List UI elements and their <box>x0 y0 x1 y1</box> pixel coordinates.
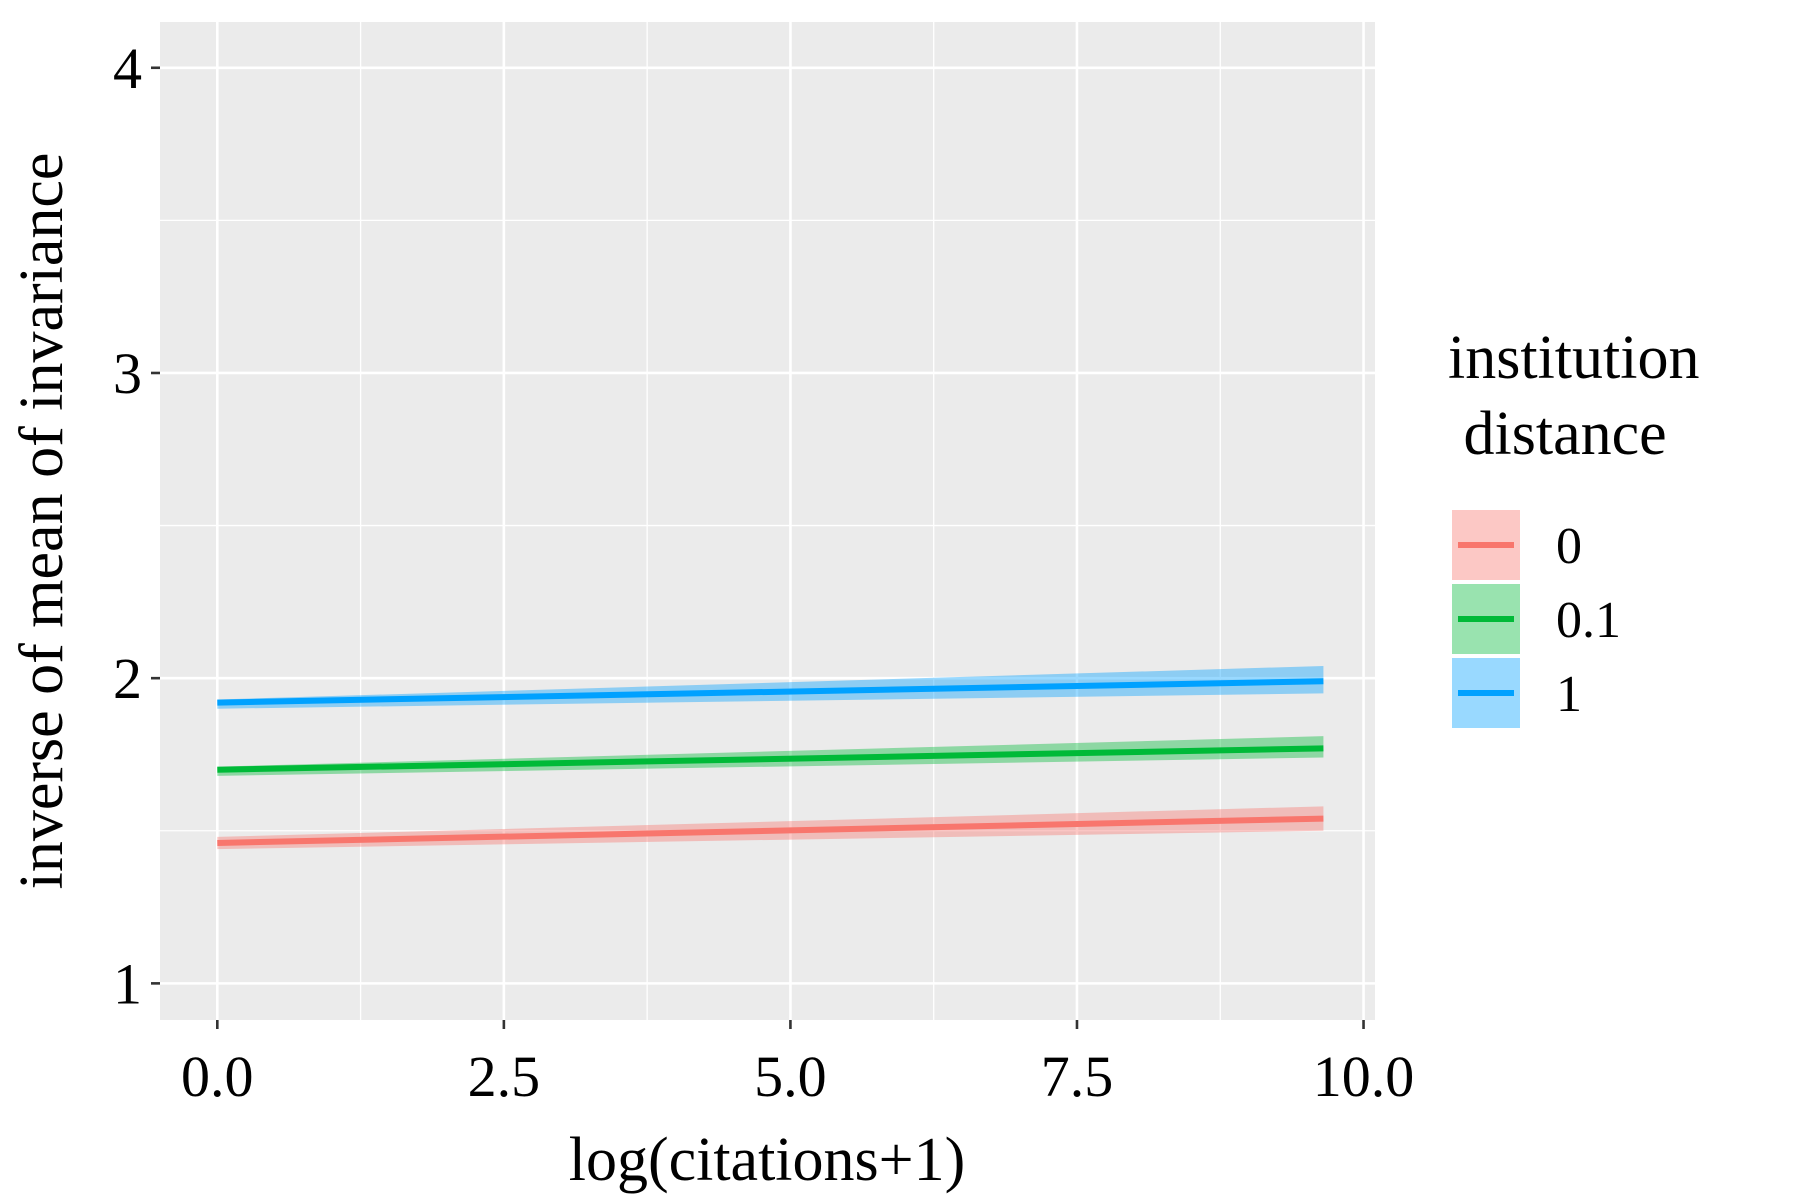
y-tick-label: 4 <box>113 36 142 101</box>
series-0.1-line <box>217 745 1324 773</box>
series-lines <box>217 678 1324 846</box>
y-tick-label: 2 <box>113 646 142 711</box>
legend: institution distance 00.11 <box>1448 324 1699 728</box>
x-tick-label: 2.5 <box>468 1044 541 1109</box>
y-tick-label: 1 <box>113 951 142 1016</box>
legend-label-1: 1 <box>1556 666 1582 723</box>
x-tick-label: 7.5 <box>1041 1044 1114 1109</box>
x-tick-label: 10.0 <box>1313 1044 1415 1109</box>
legend-keys: 00.11 <box>1452 510 1621 728</box>
legend-title-line-1: institution <box>1448 324 1699 392</box>
series-1-line <box>217 678 1324 706</box>
legend-label-0: 0 <box>1556 518 1582 575</box>
x-tick-label: 0.0 <box>181 1044 254 1109</box>
y-tick-label: 3 <box>113 341 142 406</box>
series-0-line <box>217 815 1324 846</box>
y-axis: 1 2 3 4 <box>113 36 160 1016</box>
y-axis-title: inverse of mean of invariance <box>8 153 76 890</box>
legend-title-line-2: distance <box>1448 400 1667 468</box>
x-axis-title: log(citations+1) <box>569 1126 966 1194</box>
x-tick-label: 5.0 <box>754 1044 827 1109</box>
plot-panel <box>160 22 1375 1020</box>
grid-major <box>160 22 1375 1020</box>
x-axis: 0.0 2.5 5.0 7.5 10.0 <box>181 1020 1414 1109</box>
legend-label-0.1: 0.1 <box>1556 592 1621 649</box>
